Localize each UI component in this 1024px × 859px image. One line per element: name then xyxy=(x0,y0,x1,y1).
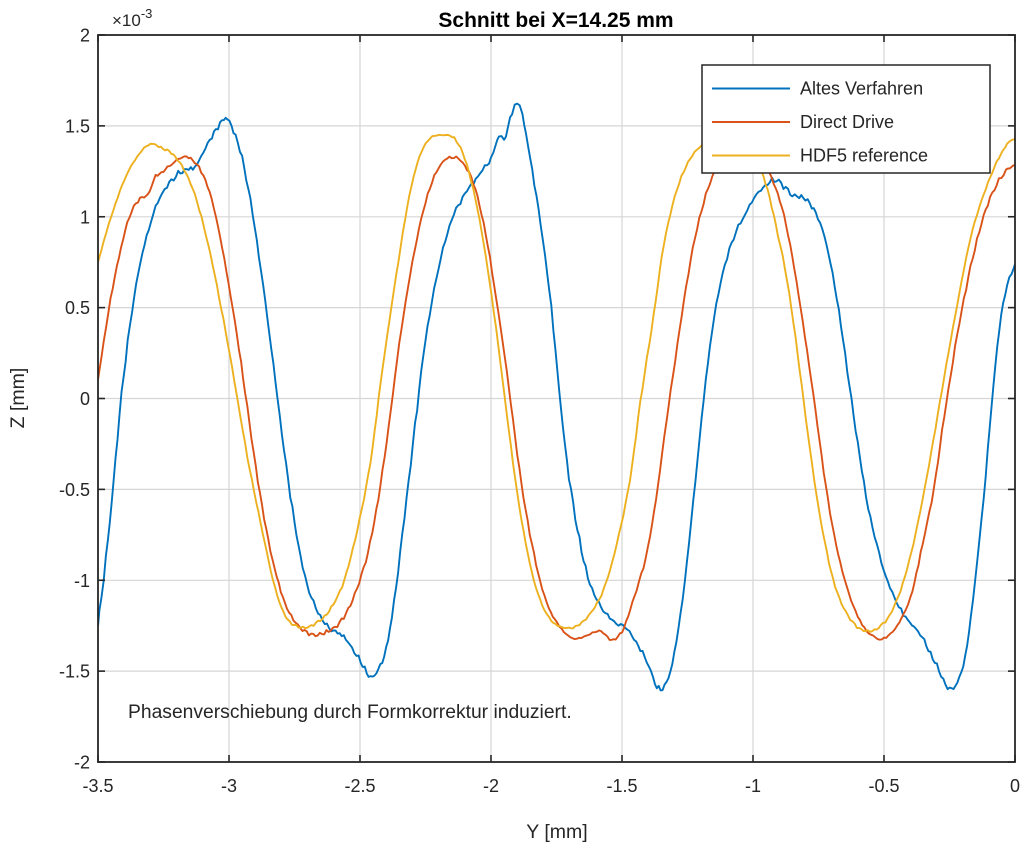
series-line-altes-verfahren xyxy=(98,102,1015,692)
y-tick-label: -0.5 xyxy=(59,480,90,500)
legend-label: HDF5 reference xyxy=(800,146,928,166)
data-series-curves xyxy=(98,102,1015,692)
chart-title: Schnitt bei X=14.25 mm xyxy=(438,9,673,32)
y-tick-label: -2 xyxy=(74,753,90,773)
legend-label: Direct Drive xyxy=(800,112,894,132)
x-tick-label: -3 xyxy=(221,776,237,796)
x-tick-label: -2.5 xyxy=(344,776,375,796)
x-tick-label: -0.5 xyxy=(868,776,899,796)
x-tick-label: -1 xyxy=(745,776,761,796)
y-tick-label: 0.5 xyxy=(65,298,90,318)
legend: Altes Verfahren Direct Drive HDF5 refere… xyxy=(701,64,991,174)
legend-label: Altes Verfahren xyxy=(800,79,923,99)
x-axis-label: Y [mm] xyxy=(526,821,587,843)
axis-tick-marks xyxy=(97,34,1016,763)
y-tick-label: -1 xyxy=(74,571,90,591)
series-line-direct-drive xyxy=(98,154,1015,641)
y-tick-label: 1.5 xyxy=(65,116,90,136)
x-tick-label: -1.5 xyxy=(606,776,637,796)
x-tick-label: -3.5 xyxy=(82,776,113,796)
y-axis-tick-labels: 2 1.5 1 0.5 0 -0.5 -1 -1.5 -2 xyxy=(59,26,90,773)
y-axis-label: Z [mm] xyxy=(7,368,29,429)
series-line-hdf5-reference xyxy=(98,133,1015,633)
x-tick-label: -2 xyxy=(483,776,499,796)
x-axis-tick-labels: -3.5 -3 -2.5 -2 -1.5 -1 -0.5 0 xyxy=(82,776,1020,796)
x-tick-label: 0 xyxy=(1010,776,1020,796)
y-tick-label: -1.5 xyxy=(59,662,90,682)
y-tick-label: 0 xyxy=(80,389,90,409)
y-axis-exponent-label: ×10-3 xyxy=(112,6,152,30)
phase-shift-annotation: Phasenverschiebung durch Formkorrektur i… xyxy=(128,702,572,723)
y-tick-label: 2 xyxy=(80,26,90,46)
y-tick-label: 1 xyxy=(80,207,90,227)
